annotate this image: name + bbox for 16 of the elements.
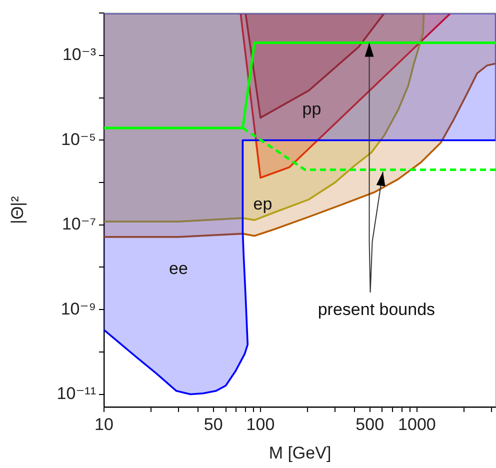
y-tick-label: 10⁻⁵ bbox=[61, 130, 96, 149]
x-tick-label: 10 bbox=[94, 414, 114, 434]
y-tick-label: 10⁻⁹ bbox=[60, 299, 96, 318]
annotation: ep bbox=[253, 194, 272, 214]
x-tick-label: 50 bbox=[204, 414, 223, 434]
x-tick-label: 1000 bbox=[398, 414, 436, 434]
y-axis-title: |Θ|² bbox=[8, 196, 27, 224]
x-tick-label: 500 bbox=[356, 414, 384, 434]
annotation: present bounds bbox=[318, 300, 436, 320]
y-tick-label: 10⁻³ bbox=[62, 45, 96, 64]
y-tick-label: 10⁻⁷ bbox=[62, 214, 96, 234]
x-axis-title: M [GeV] bbox=[268, 443, 332, 462]
annotation: pp bbox=[302, 99, 322, 118]
y-tick-label: 10⁻¹¹ bbox=[56, 384, 96, 403]
annotation: ee bbox=[169, 258, 188, 278]
x-tick-label: 100 bbox=[246, 414, 275, 434]
